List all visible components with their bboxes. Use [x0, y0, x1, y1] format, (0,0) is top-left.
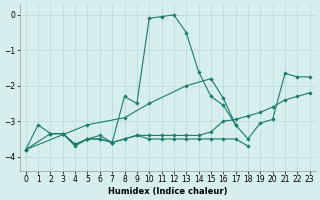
X-axis label: Humidex (Indice chaleur): Humidex (Indice chaleur): [108, 187, 228, 196]
